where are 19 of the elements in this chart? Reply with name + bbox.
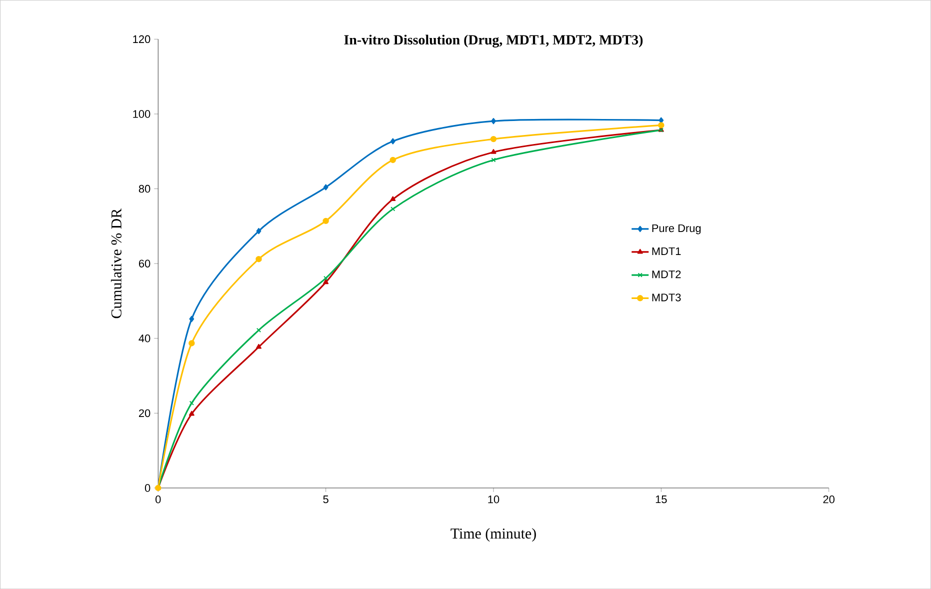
y-tick-label: 80: [138, 184, 150, 193]
x-tick-label: 10: [488, 495, 500, 504]
chart-title: In-vitro Dissolution (Drug, MDT1, MDT2, MDT3): [344, 34, 643, 48]
x-tick-label: 5: [323, 495, 328, 504]
legend-label: MDT2: [652, 270, 681, 278]
y-tick-label: 120: [133, 35, 150, 43]
x-tick-label: 20: [823, 495, 834, 504]
y-axis-title: Cumulative % DR: [110, 208, 122, 318]
y-tick-label: 60: [138, 260, 150, 268]
x-tick-label: 15: [656, 495, 667, 504]
y-tick-label: 40: [138, 334, 150, 342]
x-axis-title: Time (minute): [450, 528, 536, 542]
legend-label: MDT3: [652, 294, 681, 302]
y-tick-label: 0: [144, 484, 150, 492]
x-tick-label: 0: [156, 495, 161, 504]
legend-label: MDT1: [652, 247, 681, 255]
y-tick-label: 20: [138, 409, 150, 417]
legend-label: Pure Drug: [652, 224, 701, 234]
y-tick-label: 100: [133, 110, 150, 118]
